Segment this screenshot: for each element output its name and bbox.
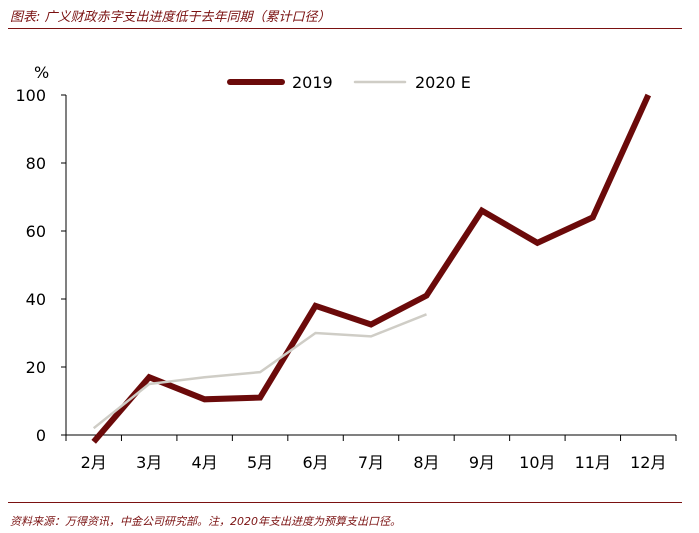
title-divider: [8, 28, 682, 29]
legend-label: 2020 E: [415, 73, 471, 92]
source-note: 资料来源：万得资讯，中金公司研究部。注，2020年支出进度为预算支出口径。: [10, 515, 401, 528]
series-line-2020e: [92, 313, 427, 430]
legend-label: 2019: [292, 73, 333, 92]
y-tick-label: 60: [26, 222, 46, 241]
y-axis-label: %: [34, 63, 49, 82]
x-tick-label: 2月: [81, 453, 107, 472]
x-tick-label: 7月: [358, 453, 384, 472]
x-tick-label: 4月: [192, 453, 218, 472]
x-tick-label: 5月: [247, 453, 273, 472]
x-tick-label: 9月: [469, 453, 495, 472]
chart-axes: 0 20 40 60 80 100% 2月 3月 4月 5月 6月 7月 8月 9月 10月 11月 12月: [15, 63, 677, 472]
x-tick-label: 3月: [136, 453, 162, 472]
chart-legend: 2019 2020 E: [227, 73, 471, 92]
x-tick-label: 12月: [630, 453, 666, 472]
series-line-2019: [91, 93, 652, 444]
chart-plot-area: [91, 93, 652, 444]
y-tick-label: 20: [26, 358, 46, 377]
y-tick-label: 100: [15, 86, 46, 105]
source-divider: [8, 502, 682, 503]
x-tick-label: 11月: [575, 453, 611, 472]
x-tick-label: 6月: [302, 453, 328, 472]
y-tick-label: 40: [26, 290, 46, 309]
y-tick-label: 80: [26, 154, 46, 173]
x-tick-label: 10月: [519, 453, 555, 472]
x-tick-label: 8月: [413, 453, 439, 472]
chart-title: 图表: 广义财政赤字支出进度低于去年同期（累计口径）: [10, 10, 331, 25]
y-tick-label: 0: [36, 426, 46, 445]
